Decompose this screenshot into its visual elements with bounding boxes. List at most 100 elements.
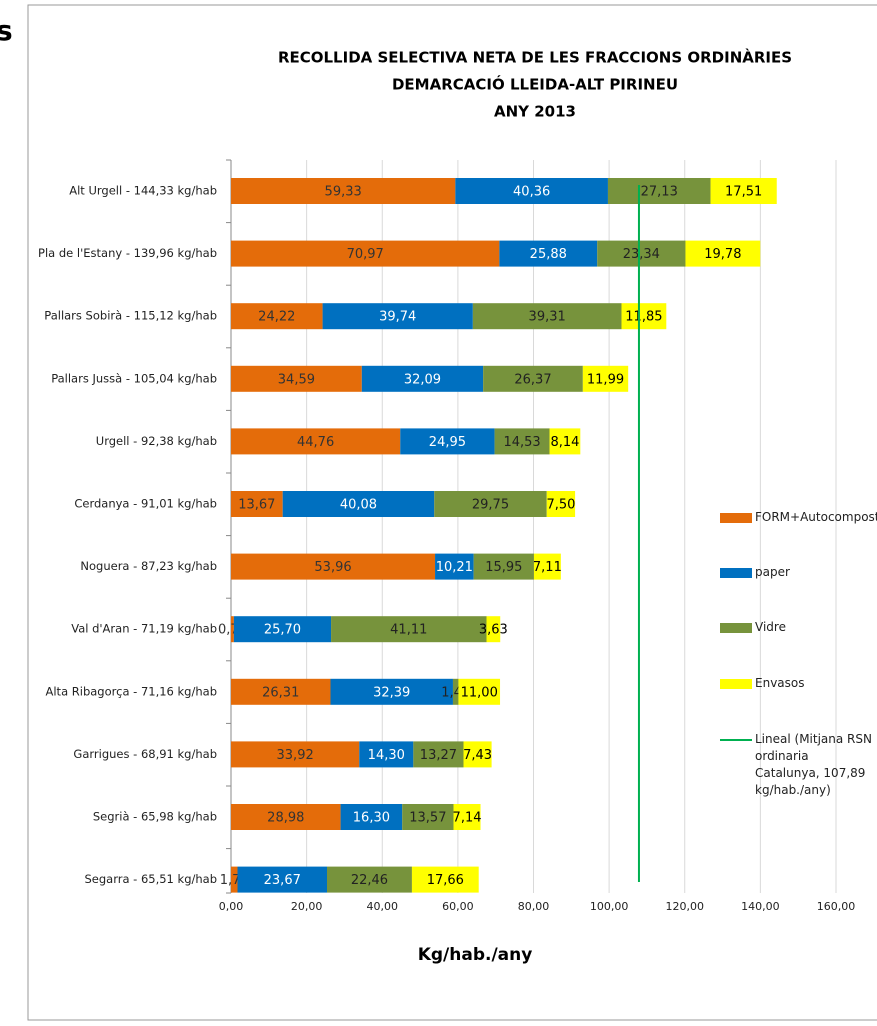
bar-segment	[231, 741, 360, 768]
y-tick-label: Noguera - 87,23 kg/hab	[80, 559, 217, 573]
bar-segment	[231, 240, 500, 267]
legend-label: Lineal (Mitjana RSN ordinaria Catalunya,…	[755, 732, 872, 797]
bar-segment	[455, 178, 608, 204]
data-label: 59,33	[325, 185, 362, 200]
data-label: 17,51	[725, 185, 762, 200]
legend-label: paper	[755, 565, 790, 579]
data-label: 7,50	[546, 498, 575, 513]
y-tick-label: Urgell - 92,38 kg/hab	[96, 434, 217, 448]
y-tick-label: Alta Ribagorça - 71,16 kg/hab	[46, 684, 218, 698]
legend-swatch	[720, 679, 752, 689]
data-label: 40,36	[513, 185, 550, 200]
data-label: 11,99	[587, 372, 624, 387]
data-label: 11,00	[461, 685, 498, 700]
bar-segment	[458, 678, 501, 705]
data-label: 41,11	[390, 623, 427, 638]
bar-segment	[546, 491, 576, 517]
x-tick-label: 20,00	[291, 900, 323, 913]
data-label: 7,43	[463, 748, 492, 763]
data-label: 27,13	[641, 185, 678, 200]
page-fragment: s	[0, 14, 13, 47]
data-label: 39,74	[379, 310, 416, 325]
data-label: 13,67	[238, 498, 275, 513]
y-tick-label: Cerdanya - 91,01 kg/hab	[74, 497, 217, 511]
data-label: 26,37	[514, 372, 551, 387]
y-tick-label: Segrià - 65,98 kg/hab	[93, 810, 217, 824]
y-tick-label: Pallars Jussà - 105,04 kg/hab	[51, 371, 217, 385]
bar-segment	[435, 553, 474, 580]
data-label: 26,31	[262, 685, 299, 700]
bar-segment	[231, 553, 436, 580]
bar-segment	[402, 804, 454, 830]
bar-segment	[494, 428, 550, 455]
data-label: 70,97	[347, 247, 384, 262]
bar-segment	[452, 678, 459, 705]
data-label: 23,67	[264, 873, 301, 888]
y-tick-label: Val d'Aran - 71,19 kg/hab	[71, 622, 217, 636]
data-label: 19,78	[704, 247, 741, 262]
data-label: 22,46	[351, 873, 388, 888]
legend-swatch	[720, 513, 752, 523]
bar-segment	[231, 616, 234, 643]
bar-segment	[472, 303, 622, 330]
chart-title: ANY 2013	[494, 103, 576, 121]
bar-segment	[231, 178, 456, 204]
bar-segment	[330, 678, 453, 705]
data-label: 29,75	[472, 498, 509, 513]
bar-segment	[486, 616, 501, 643]
x-tick-label: 120,00	[666, 900, 705, 913]
data-label: 34,59	[278, 372, 315, 387]
data-label: 32,39	[373, 685, 410, 700]
chart-frame	[27, 4, 877, 1021]
data-label: 17,66	[427, 873, 464, 888]
bar-segment	[685, 240, 761, 267]
bar-segment	[411, 866, 479, 893]
data-label: 14,30	[368, 748, 405, 763]
data-label: 33,92	[277, 748, 314, 763]
y-tick-label: Garrigues - 68,91 kg/hab	[73, 747, 217, 761]
data-label: 8,14	[550, 435, 579, 450]
x-tick-label: 60,00	[442, 900, 474, 913]
bar-segment	[483, 365, 583, 392]
bar-segment	[361, 365, 484, 392]
bar-segment	[231, 678, 331, 705]
bar-segment	[231, 365, 362, 392]
bar-segment	[582, 365, 629, 392]
data-label: 25,88	[530, 247, 567, 262]
data-label: 32,09	[404, 372, 441, 387]
bar-segment	[231, 866, 238, 893]
bar-segment	[231, 428, 401, 455]
bar-segment	[331, 616, 487, 643]
data-label: 44,76	[297, 435, 334, 450]
bar-segment	[231, 491, 283, 517]
bar-segment	[359, 741, 414, 768]
x-tick-label: 0,00	[219, 900, 244, 913]
data-label: 10,21	[436, 560, 473, 575]
bar-segment	[597, 240, 686, 267]
legend-label: Envasos	[755, 676, 805, 690]
bar-segment	[434, 491, 547, 517]
bar-segment	[710, 178, 777, 204]
x-tick-label: 40,00	[367, 900, 399, 913]
data-label: 7,11	[533, 560, 562, 575]
data-label: 28,98	[267, 811, 304, 826]
bar-segment	[473, 553, 534, 580]
chart-title: DEMARCACIÓ LLEIDA-ALT PIRINEU	[392, 75, 678, 94]
data-label: 11,85	[625, 310, 662, 325]
bar-segment	[327, 866, 412, 893]
data-label: 25,70	[264, 623, 301, 638]
data-label: 39,31	[529, 310, 566, 325]
data-label: 23,34	[623, 247, 660, 262]
bar-segment	[463, 741, 492, 768]
data-label: 3,63	[479, 623, 508, 638]
x-tick-label: 100,00	[590, 900, 629, 913]
x-axis-title: Kg/hab./any	[418, 945, 533, 965]
data-label: 14,53	[503, 435, 540, 450]
chart-title: RECOLLIDA SELECTIVA NETA DE LES FRACCION…	[278, 48, 792, 67]
data-label: 15,95	[485, 560, 522, 575]
data-label: 24,22	[258, 310, 295, 325]
data-label: 40,08	[340, 498, 377, 513]
data-label: 24,95	[429, 435, 466, 450]
y-tick-label: Pla de l'Estany - 139,96 kg/hab	[38, 246, 217, 260]
